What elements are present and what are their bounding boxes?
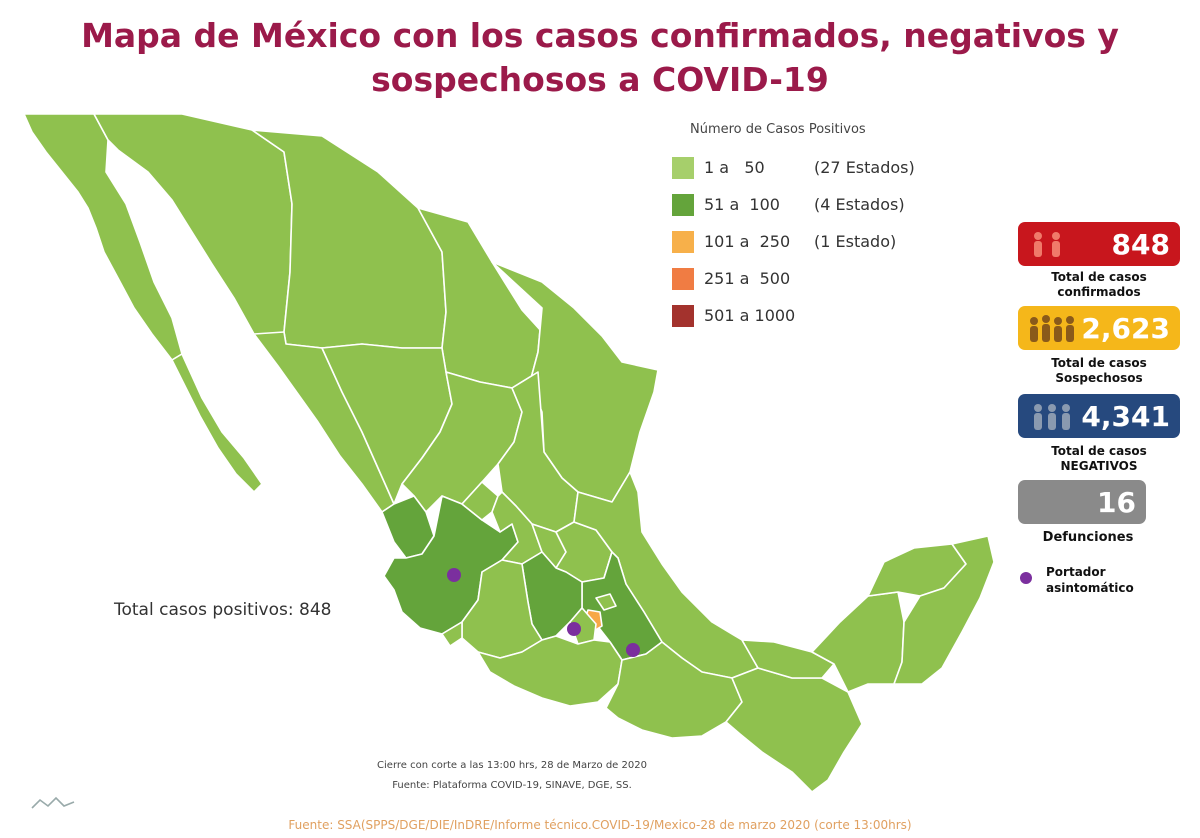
title-line-2: sospechosos a COVID-19 bbox=[371, 60, 829, 99]
state-baja-california bbox=[23, 113, 183, 361]
legend-item: 251 a 500 bbox=[672, 260, 972, 297]
carrier-dot-jalisco bbox=[447, 568, 461, 582]
carrier-dot-icon bbox=[1020, 572, 1032, 584]
carrier-dot-puebla bbox=[626, 643, 640, 657]
footnote-source: Fuente: Plataforma COVID-19, SINAVE, DGE… bbox=[392, 780, 632, 791]
legend-swatch bbox=[672, 230, 694, 253]
total-positive-label: Total casos positivos: 848 bbox=[114, 600, 332, 620]
deaths-label: Defunciones bbox=[1042, 530, 1134, 545]
deaths-count: 16 bbox=[1097, 485, 1136, 519]
carrier-legend: Portador asintomático bbox=[1020, 564, 1134, 596]
negative-label: Total de casos NEGATIVOS bbox=[1018, 444, 1180, 474]
state-colima bbox=[441, 621, 463, 647]
legend-range: 51 a 100 bbox=[704, 195, 780, 214]
confirmed-label-line2: confirmados bbox=[1057, 285, 1141, 299]
legend-item: 1 a 50 (27 Estados) bbox=[672, 149, 972, 186]
legend-count: (4 Estados) bbox=[814, 195, 905, 214]
legend-swatch bbox=[672, 267, 694, 290]
suspected-label-line1: Total de casos bbox=[1051, 356, 1147, 370]
logo-wave-icon bbox=[31, 796, 75, 809]
map-svg bbox=[23, 113, 995, 793]
state-tabasco bbox=[741, 639, 835, 679]
legend-item: 501 a 1000 bbox=[672, 297, 972, 334]
carrier-legend-line2: asintomático bbox=[1046, 581, 1134, 595]
legend-range: 101 a 250 bbox=[704, 232, 791, 251]
legend-count: (1 Estado) bbox=[814, 232, 897, 251]
crowd-icon bbox=[1026, 312, 1080, 344]
suspected-label-line2: Sospechosos bbox=[1055, 371, 1143, 385]
footnote-cutoff: Cierre con corte a las 13:00 hrs, 28 de … bbox=[377, 760, 647, 771]
negative-card: 4,341 bbox=[1018, 394, 1180, 438]
legend-swatch bbox=[672, 156, 694, 179]
negative-count: 4,341 bbox=[1081, 399, 1170, 433]
confirmed-card: 848 bbox=[1018, 222, 1180, 266]
legend-swatch bbox=[672, 304, 694, 327]
confirmed-label-line1: Total de casos bbox=[1051, 270, 1147, 284]
negative-label-line1: Total de casos bbox=[1051, 444, 1147, 458]
carrier-dot-mexico bbox=[567, 622, 581, 636]
suspected-count: 2,623 bbox=[1081, 311, 1170, 345]
confirmed-label: Total de casos confirmados bbox=[1018, 270, 1180, 300]
legend-range: 501 a 1000 bbox=[704, 306, 796, 325]
negative-label-line2: NEGATIVOS bbox=[1060, 459, 1138, 473]
mexico-map: Número de Casos Positivos 1 a 50 (27 Esta… bbox=[22, 112, 1004, 818]
legend-item: 51 a 100 (4 Estados) bbox=[672, 186, 972, 223]
people-icon bbox=[1026, 229, 1072, 259]
map-legend: Número de Casos Positivos 1 a 50 (27 Esta… bbox=[672, 122, 972, 334]
legend-count: (27 Estados) bbox=[814, 158, 915, 177]
source-note: Fuente: SSA(SPPS/DGE/DIE/InDRE/Informe t… bbox=[288, 818, 912, 832]
title-line-1: Mapa de México con los casos confirmados… bbox=[81, 16, 1119, 55]
suspected-card: 2,623 bbox=[1018, 306, 1180, 350]
state-guerrero bbox=[477, 635, 623, 707]
legend-item: 101 a 250 (1 Estado) bbox=[672, 223, 972, 260]
suspected-label: Total de casos Sospechosos bbox=[1018, 356, 1180, 386]
people-icon bbox=[1026, 400, 1076, 432]
state-chiapas bbox=[725, 667, 863, 793]
deaths-card: 16 bbox=[1018, 480, 1146, 524]
page-title: Mapa de México con los casos confirmados… bbox=[40, 14, 1160, 102]
carrier-legend-line1: Portador bbox=[1046, 565, 1106, 579]
state-campeche bbox=[811, 591, 905, 693]
confirmed-count: 848 bbox=[1111, 227, 1170, 261]
legend-rows: 1 a 50 (27 Estados) 51 a 100 (4 Estados) 101… bbox=[672, 149, 972, 334]
legend-title: Número de Casos Positivos bbox=[690, 122, 866, 137]
state-quintana-roo bbox=[893, 535, 995, 685]
legend-range: 251 a 500 bbox=[704, 269, 791, 288]
carrier-legend-text: Portador asintomático bbox=[1046, 564, 1134, 596]
legend-range: 1 a 50 bbox=[704, 158, 765, 177]
state-tlaxcala bbox=[595, 593, 617, 611]
state-baja-california-sur bbox=[171, 353, 263, 493]
legend-swatch bbox=[672, 193, 694, 216]
